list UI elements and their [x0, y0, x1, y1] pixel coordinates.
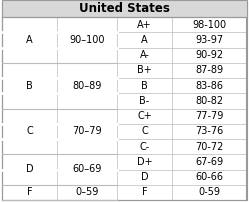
Text: 90–100: 90–100: [69, 35, 105, 45]
Text: B: B: [141, 81, 148, 91]
Text: A-: A-: [139, 50, 149, 60]
Text: 73-76: 73-76: [195, 126, 223, 136]
Bar: [2, 0, 247, 17]
Text: 60–69: 60–69: [72, 164, 102, 175]
Text: C: C: [141, 126, 148, 136]
Text: 90-92: 90-92: [195, 50, 223, 60]
Text: 60-66: 60-66: [195, 172, 223, 182]
Text: United States: United States: [79, 2, 170, 15]
Text: F: F: [142, 187, 147, 197]
Text: 80-82: 80-82: [195, 96, 223, 106]
Text: 70–79: 70–79: [72, 126, 102, 136]
Text: B-: B-: [139, 96, 150, 106]
Text: 70-72: 70-72: [195, 142, 223, 152]
Text: C-: C-: [139, 142, 150, 152]
Text: A+: A+: [137, 20, 152, 30]
Text: 67-69: 67-69: [195, 157, 223, 167]
Bar: [2, 0, 247, 17]
Text: 77-79: 77-79: [195, 111, 223, 121]
Text: C: C: [26, 126, 33, 136]
Text: D+: D+: [137, 157, 152, 167]
Text: 87-89: 87-89: [195, 65, 223, 75]
Text: A: A: [26, 35, 33, 45]
Text: 98-100: 98-100: [192, 20, 226, 30]
Text: 0-59: 0-59: [198, 187, 220, 197]
Text: 93-97: 93-97: [195, 35, 223, 45]
Text: F: F: [27, 187, 32, 197]
Text: 83-86: 83-86: [195, 81, 223, 91]
Text: A: A: [141, 35, 148, 45]
Text: B: B: [26, 81, 33, 91]
Text: D: D: [141, 172, 148, 182]
Text: 0–59: 0–59: [75, 187, 99, 197]
Text: D: D: [26, 164, 33, 175]
Text: B+: B+: [137, 65, 152, 75]
Text: 80–89: 80–89: [72, 81, 102, 91]
Text: C+: C+: [137, 111, 152, 121]
